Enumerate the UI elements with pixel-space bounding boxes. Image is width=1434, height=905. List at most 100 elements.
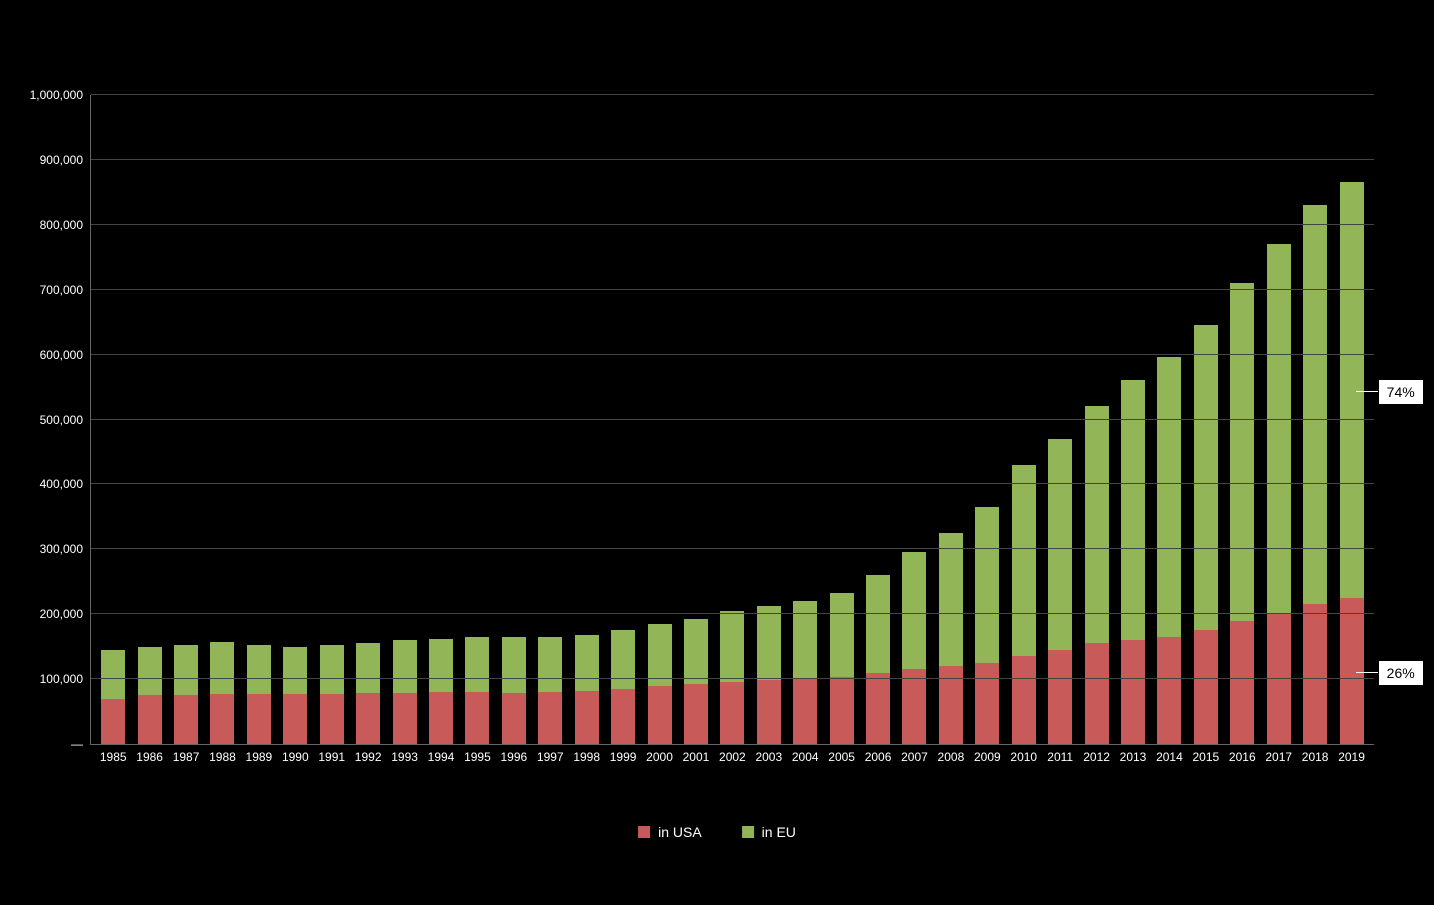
x-tick-label: 1991 [318,750,345,764]
bar-segment-usa [830,677,854,744]
bar-segment-usa [720,682,744,744]
bar-segment-usa [757,680,781,744]
bar-segment-usa [393,693,417,744]
y-tick-label: 1,000,000 [30,88,91,102]
x-tick-label: 2004 [792,750,819,764]
x-tick-label: 1993 [391,750,418,764]
annotation-26pct-leader [1356,672,1378,673]
bar-stack: 2016 [1230,283,1254,745]
bar-segment-usa [538,692,562,744]
bar-segment-eu [757,606,781,681]
bar-segment-eu [684,619,708,684]
legend-item-usa: in USA [638,824,702,840]
bar-segment-eu [393,640,417,693]
bar-segment-usa [429,692,453,744]
legend: in USA in EU [638,824,796,840]
bar-segment-eu [138,647,162,696]
bar-segment-eu [429,639,453,692]
x-tick-label: 1998 [573,750,600,764]
gridline [91,94,1374,95]
bar-segment-usa [247,694,271,744]
bar-segment-usa [1194,630,1218,744]
bar-segment-usa [866,673,890,745]
x-tick-label: 1990 [282,750,309,764]
x-tick-label: 1997 [537,750,564,764]
x-tick-label: 2003 [755,750,782,764]
bar-stack: 2012 [1085,406,1109,744]
bar-segment-eu [866,575,890,673]
bar-stack: 1993 [393,640,417,744]
x-tick-label: 2013 [1120,750,1147,764]
x-tick-label: 1987 [173,750,200,764]
bar-segment-usa [138,695,162,744]
bars-area: 1985198619871988198919901991199219931994… [91,95,1374,744]
bar-segment-eu [1267,244,1291,615]
bar-segment-eu [575,635,599,690]
x-tick-label: 2009 [974,750,1001,764]
y-tick-label: 600,000 [40,348,91,362]
bar-segment-eu [975,507,999,663]
x-tick-label: 2019 [1338,750,1365,764]
bar-segment-usa [320,694,344,744]
bar-segment-eu [247,645,271,694]
x-tick-label: 1986 [136,750,163,764]
bar-stack: 1990 [283,647,307,744]
bar-segment-eu [1303,205,1327,605]
bar-stack: 1997 [538,637,562,744]
bar-stack: 1991 [320,645,344,744]
bar-segment-eu [611,630,635,689]
bar-segment-eu [939,533,963,666]
bar-segment-eu [210,642,234,694]
x-tick-label: 2011 [1047,750,1073,764]
legend-label-eu: in EU [762,824,796,840]
bar-segment-usa [1230,621,1254,745]
bar-stack: 2001 [684,619,708,744]
y-tick-label: 900,000 [40,153,91,167]
bar-segment-usa [975,663,999,744]
x-tick-label: 2017 [1265,750,1292,764]
bar-segment-usa [684,684,708,744]
bar-stack: 1999 [611,630,635,744]
bar-stack: 2013 [1121,380,1145,744]
plot-area: 1985198619871988198919901991199219931994… [90,95,1374,745]
gridline [91,678,1374,679]
bar-segment-eu [174,645,198,695]
x-tick-label: 2016 [1229,750,1256,764]
x-tick-label: 2002 [719,750,746,764]
x-tick-label: 2012 [1083,750,1110,764]
gridline [91,483,1374,484]
gridline [91,289,1374,290]
bar-stack: 2019 [1340,182,1364,744]
bar-stack: 2015 [1194,325,1218,744]
bar-segment-eu [1157,357,1181,637]
y-tick-label: 700,000 [40,283,91,297]
bar-segment-usa [793,679,817,744]
x-tick-label: 2014 [1156,750,1183,764]
bar-stack: 2008 [939,533,963,744]
bar-segment-usa [502,693,526,744]
legend-swatch-usa [638,826,650,838]
bar-segment-usa [575,691,599,744]
bar-stack: 1998 [575,635,599,744]
x-tick-label: 2000 [646,750,673,764]
x-tick-label: 2008 [938,750,965,764]
bar-segment-eu [465,637,489,692]
bar-segment-eu [320,645,344,694]
bar-stack: 1987 [174,645,198,744]
bar-segment-eu [101,650,125,699]
bar-segment-eu [1012,465,1036,657]
legend-swatch-eu [742,826,754,838]
x-tick-label: 2006 [865,750,892,764]
bar-segment-eu [1048,439,1072,650]
annotation-26pct: 26% [1378,660,1424,686]
annotation-74pct-leader [1356,391,1378,392]
x-tick-label: 2018 [1302,750,1329,764]
annotation-74pct: 74% [1378,379,1424,405]
bar-segment-eu [538,637,562,692]
y-tick-label: 200,000 [40,607,91,621]
bar-segment-usa [356,693,380,744]
y-tick-label: 100,000 [40,672,91,686]
bar-segment-usa [1121,640,1145,744]
bar-stack: 2014 [1157,357,1181,744]
bar-segment-eu [902,552,926,669]
